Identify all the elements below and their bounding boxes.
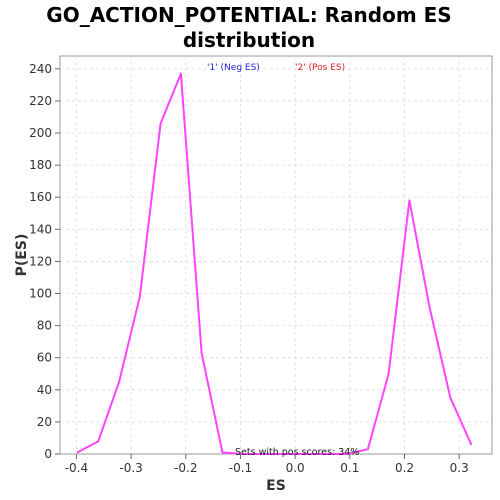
y-tick-label: 160: [29, 190, 52, 204]
x-axis-label: ES: [266, 478, 286, 494]
x-tick-label: -0.1: [229, 461, 252, 475]
x-tick-label: 0.2: [395, 461, 414, 475]
data-point: [97, 440, 100, 443]
x-axis: -0.4 -0.3 -0.2 -0.1 0.0 0.1 0.2 0.3: [65, 454, 469, 475]
data-point: [428, 307, 431, 309]
x-tick-label: 0.3: [450, 461, 469, 475]
chart-title-line-1: GO_ACTION_POTENTIAL: Random ES: [46, 3, 451, 27]
y-tick-label: 220: [29, 94, 52, 108]
y-tick-label: 20: [37, 415, 52, 429]
data-point: [200, 352, 203, 354]
y-tick-label: 140: [29, 222, 52, 236]
data-point: [470, 443, 473, 446]
y-tick-label: 240: [29, 62, 52, 76]
data-point: [367, 448, 369, 451]
data-point: [387, 372, 390, 375]
data-point: [221, 451, 224, 454]
data-point: [449, 396, 452, 399]
grid: [60, 56, 492, 454]
y-tick-label: 100: [29, 287, 52, 301]
data-point: [408, 199, 411, 202]
y-tick-label: 40: [37, 383, 52, 397]
chart-title-line-2: distribution: [183, 28, 315, 52]
x-tick-label: 0.1: [340, 461, 359, 475]
y-tick-label: 180: [29, 158, 52, 172]
data-point: [346, 453, 348, 455]
data-point: [242, 453, 245, 455]
y-tick-label: 200: [29, 126, 52, 140]
pos-scores-annotation: Sets with pos scores: 34%: [235, 447, 359, 458]
y-tick-label: 0: [44, 447, 52, 461]
plot-area: [59, 55, 493, 455]
y-tick-label: 60: [37, 351, 52, 365]
legend-item-pos-es: '2' (Pos ES): [295, 63, 345, 73]
data-point: [118, 380, 120, 383]
y-tick-label: 120: [29, 254, 52, 268]
data-point: [180, 72, 182, 75]
es-distribution-line: [77, 72, 473, 455]
y-tick-label: 80: [37, 319, 52, 333]
x-tick-label: 0.0: [286, 461, 305, 475]
x-tick-label: -0.4: [65, 461, 88, 475]
x-tick-label: -0.2: [174, 461, 197, 475]
series-group: [76, 72, 473, 455]
legend-item-neg-es: '1' (Neg ES): [207, 63, 260, 73]
y-axis-label: P(ES): [14, 234, 30, 277]
data-point: [76, 451, 79, 454]
data-point: [138, 295, 141, 298]
x-tick-label: -0.3: [119, 461, 142, 475]
y-axis: 0 20 40 60 80 100 120 140 160 180 200 220 240: [29, 62, 60, 461]
data-point: [159, 122, 162, 125]
legend: '1' (Neg ES) '2' (Pos ES): [207, 63, 345, 73]
